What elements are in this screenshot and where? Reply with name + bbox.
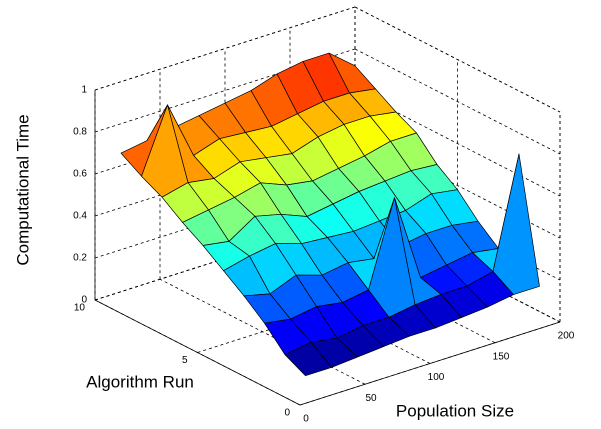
z-tick-label: 0.2 <box>73 253 87 264</box>
x-tick-label: 100 <box>428 372 445 383</box>
z-axis-label: Computational Time <box>13 114 32 265</box>
y-axis <box>94 299 301 406</box>
x-tick-label: 50 <box>365 393 377 404</box>
z-tick-label: 0.4 <box>73 211 87 222</box>
x-tick-label: 150 <box>493 351 510 362</box>
y-tick-label: 0 <box>284 408 290 419</box>
x-tick-label: 200 <box>558 331 575 342</box>
z-tick-label: 1 <box>81 85 87 96</box>
z-tick-label: 0.8 <box>73 127 87 138</box>
z-tick-label: 0 <box>81 295 87 306</box>
y-tick-label: 10 <box>74 303 86 314</box>
z-tick-label: 0.6 <box>73 169 87 180</box>
x-tick-label: 0 <box>303 414 309 425</box>
x-axis <box>299 321 561 406</box>
y-tick-label: 5 <box>182 355 188 366</box>
grid-line <box>354 6 561 113</box>
surface-patch <box>284 341 332 377</box>
y-axis-label: Algorithm Run <box>86 372 194 391</box>
x-axis-label: Population Size <box>396 401 514 420</box>
